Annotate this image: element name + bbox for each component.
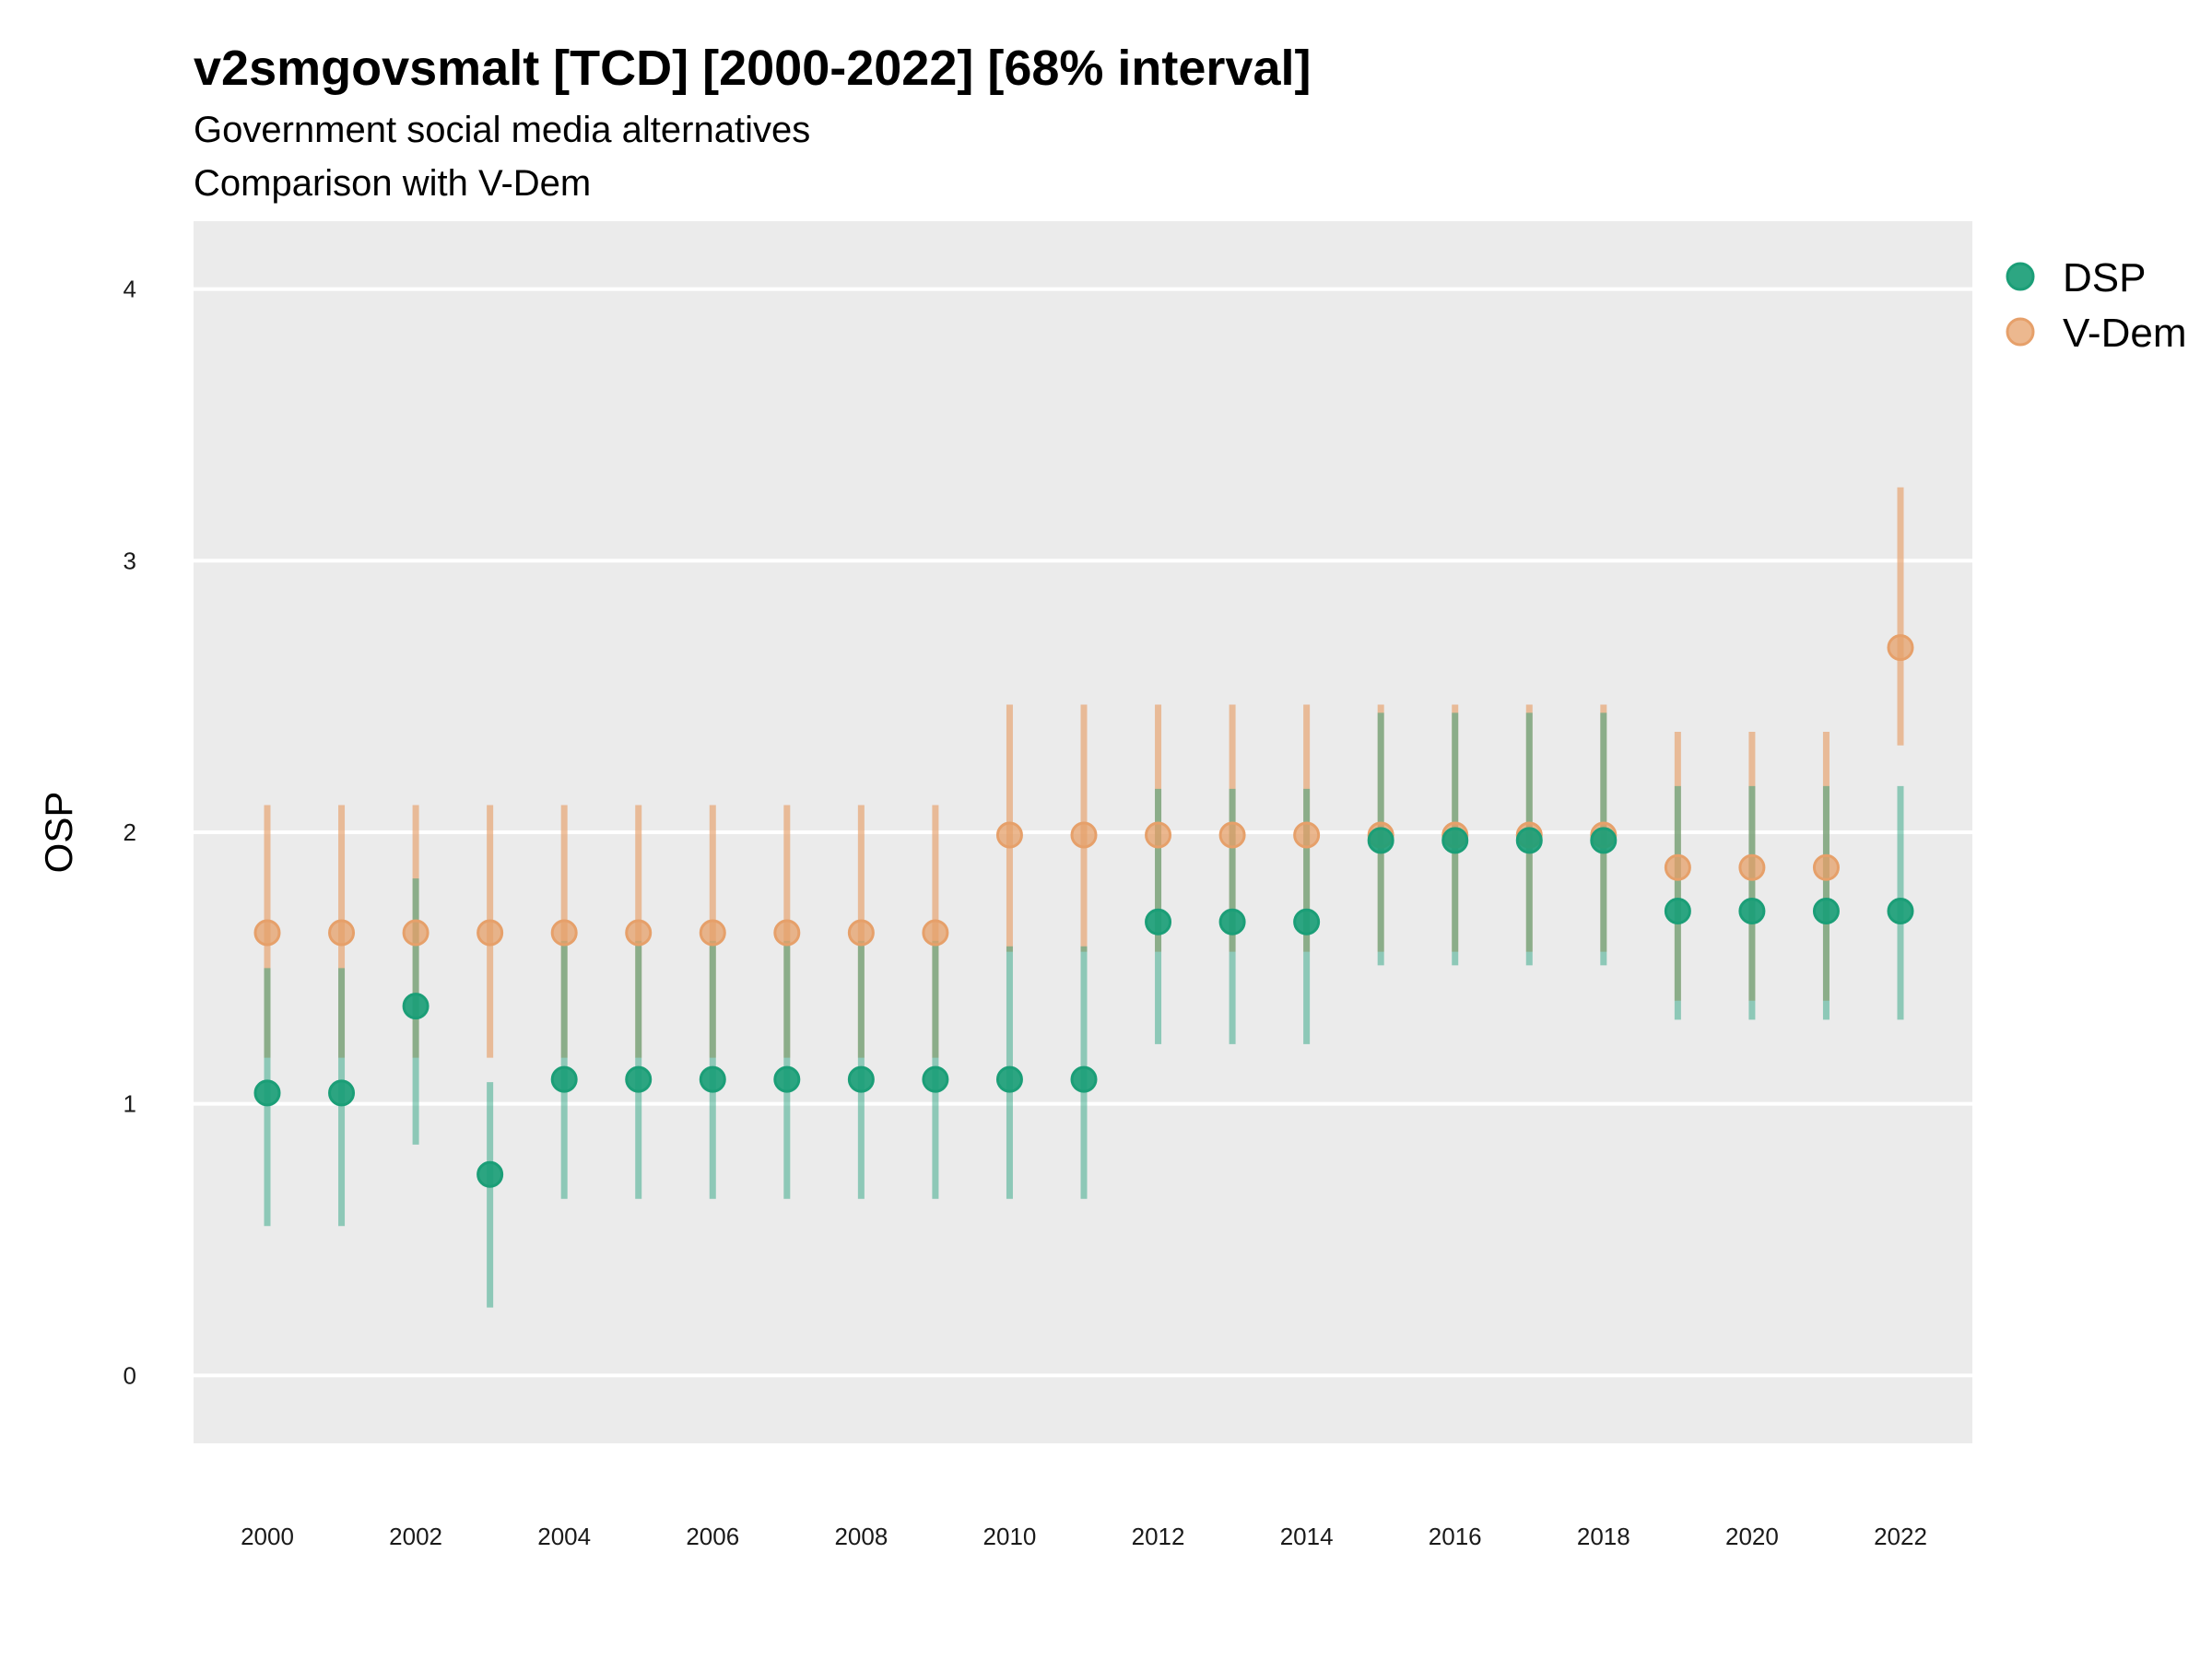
point-dsp [1812, 897, 1840, 924]
point-v-dem [1218, 821, 1246, 849]
point-v-dem [625, 919, 653, 947]
y-tick-label: 3 [124, 547, 136, 574]
y-axis-ticks: 0 1 2 3 4 [124, 276, 136, 1390]
point-dsp [328, 1079, 356, 1107]
y-tick-label: 1 [124, 1090, 136, 1118]
data-marks [253, 487, 1914, 1308]
x-tick-label: 2012 [1132, 1523, 1185, 1550]
y-tick-label: 0 [124, 1361, 136, 1389]
point-v-dem [328, 919, 356, 947]
chart-subtitle: Government social media alternatives [194, 110, 810, 150]
point-dsp [773, 1065, 801, 1093]
point-v-dem [1738, 853, 1766, 881]
point-v-dem [253, 919, 281, 947]
x-tick-label: 2000 [241, 1523, 294, 1550]
x-tick-label: 2014 [1280, 1523, 1334, 1550]
point-dsp [477, 1160, 504, 1188]
point-v-dem [477, 919, 504, 947]
point-dsp [1738, 897, 1766, 924]
x-axis-ticks: 2000 2002 2004 2006 2008 2010 2012 2014 2016 2018… [241, 1523, 1927, 1550]
x-tick-label: 2022 [1874, 1523, 1927, 1550]
point-dsp [253, 1079, 281, 1107]
point-v-dem [402, 919, 429, 947]
point-v-dem [995, 821, 1023, 849]
point-v-dem [1812, 853, 1840, 881]
point-dsp [1515, 827, 1543, 854]
point-v-dem [1293, 821, 1321, 849]
legend-key-v-dem [2006, 317, 2035, 347]
x-tick-label: 2016 [1429, 1523, 1482, 1550]
point-dsp [847, 1065, 875, 1093]
point-dsp [1218, 908, 1246, 935]
point-dsp [625, 1065, 653, 1093]
chart-caption: Comparison with V-Dem [194, 163, 591, 204]
point-dsp [922, 1065, 949, 1093]
point-dsp [1664, 897, 1691, 924]
point-v-dem [550, 919, 578, 947]
point-v-dem [847, 919, 875, 947]
point-v-dem [1145, 821, 1172, 849]
legend: DSP V-Dem [2006, 255, 2186, 356]
legend-label: V-Dem [2063, 311, 2186, 356]
x-tick-label: 2002 [389, 1523, 442, 1550]
point-dsp [995, 1065, 1023, 1093]
x-tick-label: 2020 [1725, 1523, 1779, 1550]
point-dsp [1145, 908, 1172, 935]
point-dsp [1887, 897, 1914, 924]
point-dsp [1293, 908, 1321, 935]
point-v-dem [1070, 821, 1098, 849]
point-v-dem [699, 919, 726, 947]
point-v-dem [922, 919, 949, 947]
legend-label: DSP [2063, 255, 2146, 300]
points-dsp [253, 827, 1914, 1188]
x-tick-label: 2008 [834, 1523, 888, 1550]
point-v-dem [773, 919, 801, 947]
point-dsp [1590, 827, 1618, 854]
point-dsp [550, 1065, 578, 1093]
x-tick-label: 2004 [537, 1523, 591, 1550]
point-dsp [1441, 827, 1469, 854]
point-dsp [1367, 827, 1394, 854]
y-tick-label: 2 [124, 818, 136, 846]
y-axis-label: OSP [37, 792, 80, 874]
point-dsp [1070, 1065, 1098, 1093]
chart-title: v2smgovsmalt [TCD] [2000-2022] [68% inte… [194, 41, 1311, 96]
point-dsp [402, 993, 429, 1020]
y-tick-label: 4 [124, 276, 136, 303]
x-tick-label: 2010 [983, 1523, 1037, 1550]
point-dsp [699, 1065, 726, 1093]
point-v-dem [1664, 853, 1691, 881]
x-tick-label: 2018 [1577, 1523, 1630, 1550]
legend-key-dsp [2006, 262, 2035, 291]
x-tick-label: 2006 [686, 1523, 739, 1550]
point-v-dem [1887, 634, 1914, 662]
